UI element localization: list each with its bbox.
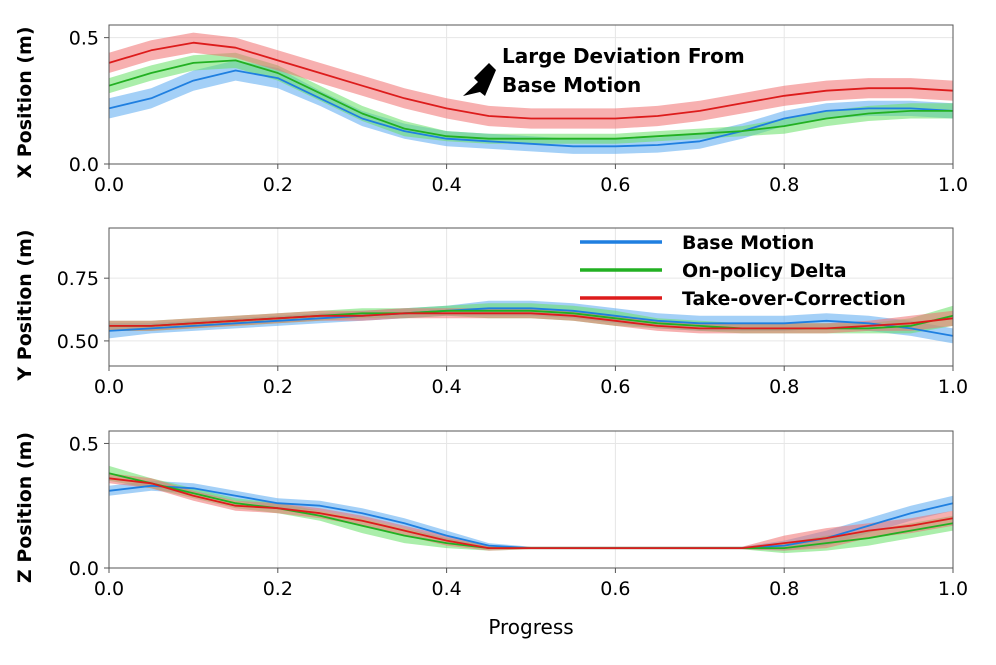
z-xtick-label: 0.0: [94, 578, 124, 600]
y-band-take-over-correction: [109, 308, 953, 334]
y-ytick-label: 0.75: [57, 268, 99, 290]
x-ytick-label: 0.5: [69, 28, 99, 50]
z-band-take-over-correction: [109, 473, 953, 551]
z-xtick-label: 0.6: [600, 578, 630, 600]
x-band-on-policy-delta: [109, 52, 953, 144]
x-line-take-over-correction: [108, 41, 954, 120]
legend-label-take-over-correction: Take-over-Correction: [682, 288, 906, 310]
annotation-line-1: Large Deviation From: [502, 44, 745, 68]
x-xtick-label: 0.2: [263, 174, 293, 196]
x-line-base-motion: [108, 69, 954, 148]
z-xtick-label: 1.0: [938, 578, 968, 600]
z-xtick-label: 0.8: [769, 578, 799, 600]
x-xtick-label: 1.0: [938, 174, 968, 196]
y-ytick-label: 0.50: [57, 331, 99, 353]
x-xtick-label: 0.0: [94, 174, 124, 196]
y-xtick-label: 0.4: [431, 376, 461, 398]
x-line-on-policy-delta: [108, 59, 953, 140]
y-xtick-label: 0.8: [769, 376, 799, 398]
y-line-base-motion: [108, 307, 954, 337]
x-band-take-over-correction: [109, 32, 953, 129]
annotation-arrow-icon: [463, 63, 496, 96]
z-y-axis-label: Z Position (m): [14, 432, 36, 583]
z-ytick-label: 0.5: [69, 433, 99, 455]
x-ytick-label: 0.0: [69, 154, 99, 176]
legend-label-on-policy-delta: On-policy Delta: [682, 260, 847, 282]
legend: Base Motion On-policy Delta Take-over-Corr…: [580, 232, 906, 310]
z-xtick-label: 0.2: [263, 578, 293, 600]
x-position-panel: 0.0 0.2 0.4 0.6 0.8 1.0 0.0 0.5 X Position (m): [14, 24, 968, 196]
x-xtick-label: 0.4: [431, 174, 461, 196]
x-axis-label: Progress: [488, 615, 573, 639]
y-y-axis-label: Y Position (m): [14, 229, 36, 381]
legend-label-base-motion: Base Motion: [682, 232, 814, 254]
z-line-take-over-correction: [108, 477, 954, 549]
annotation: Large Deviation From Base Motion: [463, 44, 745, 97]
y-line-take-over-correction: [109, 312, 954, 330]
z-ytick-label: 0.0: [69, 558, 99, 580]
y-position-panel: 0.0 0.2 0.4 0.6 0.8 1.0 0.50 0.75 Y Position (m): [14, 227, 968, 398]
y-xtick-label: 0.6: [600, 376, 630, 398]
x-y-axis-label: X Position (m): [14, 26, 36, 178]
x-xtick-label: 0.8: [769, 174, 799, 196]
annotation-line-2: Base Motion: [502, 73, 641, 97]
y-plot-frame: [108, 227, 954, 367]
z-plot-frame: [108, 430, 954, 569]
z-position-panel: 0.0 0.2 0.4 0.6 0.8 1.0 0.0 0.5 Z Position (m): [14, 430, 968, 600]
y-xtick-label: 0.0: [94, 376, 124, 398]
x-plot-frame: [108, 24, 954, 165]
y-xtick-label: 1.0: [938, 376, 968, 398]
z-xtick-label: 0.4: [431, 578, 461, 600]
y-xtick-label: 0.2: [263, 376, 293, 398]
x-xtick-label: 0.6: [600, 174, 630, 196]
